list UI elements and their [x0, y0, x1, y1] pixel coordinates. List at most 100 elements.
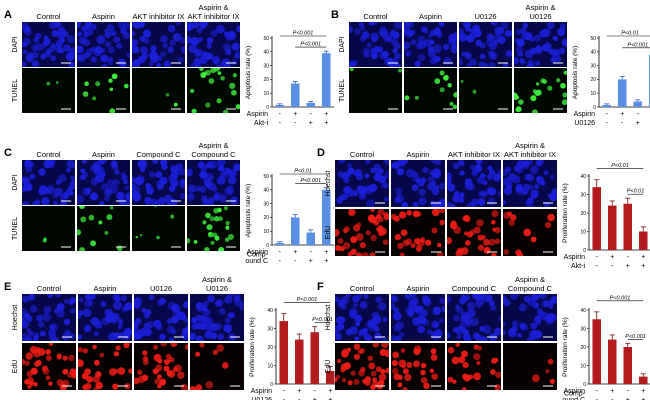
bar-f-4 [638, 376, 648, 384]
treatment-sign: - [627, 254, 630, 261]
micrograph-a-r2-c3 [132, 68, 185, 113]
y-tick-label: 40 [263, 50, 269, 56]
column-title-b-1-line: Control [363, 12, 388, 21]
column-title-f-3: Compound C [452, 284, 497, 293]
column-title-c-2: Aspirin [92, 150, 115, 159]
treatment-sign: - [279, 120, 282, 127]
y-tick-label: 10 [263, 229, 269, 235]
column-title-f-4-line: Aspirin & [515, 275, 545, 284]
treatment-sign: + [328, 388, 332, 395]
column-title-d-1-line: Control [350, 150, 375, 159]
column-title-a-4-line: Aspirin & [198, 3, 228, 12]
bar-d-4 [638, 231, 648, 250]
treatment-label-d-2: Akt-i [571, 263, 585, 270]
bar-a-4 [321, 53, 331, 107]
y-tick-label: 0 [583, 382, 586, 388]
y-axis-label-d: Proliferation rate (%) [562, 183, 569, 243]
y-axis-label-a: Apoptosis rate (%) [245, 46, 252, 99]
row-label-c-tunel: TUNEL [12, 217, 19, 240]
bar-chart-f: Proliferation rate (%) 0 10 20 30 40 P<0.001 P<… [562, 295, 650, 400]
y-axis-label-e: Proliferation rate (%) [249, 317, 256, 377]
micrograph-c-r2-c3 [132, 206, 185, 251]
column-title-f-4-line: Compound C [508, 284, 553, 293]
column-title-b-1: Control [363, 12, 388, 21]
bar-e-3 [310, 332, 320, 384]
bar-f-2 [607, 339, 617, 384]
treatment-label-a-1: Aspirin [247, 111, 269, 118]
treatment-sign: - [596, 397, 599, 400]
treatment-sign: - [298, 397, 301, 400]
bar-b-4 [648, 54, 650, 107]
y-tick-label: 40 [263, 188, 269, 194]
bar-e-2 [294, 339, 304, 384]
bar-e-4 [325, 371, 335, 384]
treatment-label-c-2-line: ound C [245, 258, 268, 265]
treatment-sign: + [641, 254, 645, 261]
bar-b-1 [602, 104, 612, 107]
column-title-e-4-line: U0126 [206, 284, 228, 293]
bar-chart-e: Proliferation rate (%) 0 10 20 30 40 P<0.001 P<… [249, 297, 338, 400]
micrograph-d-r2-c2 [391, 209, 445, 256]
y-tick-label: 30 [590, 63, 596, 69]
micrograph-a-r2-c4 [187, 68, 240, 113]
treatment-sign: + [626, 397, 630, 400]
micrograph-a-r1-c4 [187, 22, 240, 67]
bar-f-3 [623, 347, 633, 384]
significance-label-f-2: P<0.001 [625, 334, 646, 340]
column-title-e-1-line: Control [37, 284, 62, 293]
panel-label-c: C [4, 147, 12, 159]
y-tick-label: 30 [580, 326, 586, 332]
micrograph-b-r2-c4 [514, 68, 567, 113]
treatment-label-f-1-line: Aspirin [564, 388, 586, 395]
bar-c-2 [290, 217, 300, 245]
column-title-b-4-line: Aspirin & [525, 3, 555, 12]
treatment-sign: - [279, 111, 282, 118]
column-title-f-1-line: Control [350, 284, 375, 293]
column-title-e-2: Aspirin [94, 284, 117, 293]
column-title-a-4-line: AKT inhibitor IX [188, 12, 240, 21]
treatment-sign: + [328, 397, 332, 400]
y-tick-label: 50 [263, 36, 269, 42]
treatment-label-a-2-line: Akt-i [254, 120, 268, 127]
treatment-sign: - [310, 249, 313, 256]
significance-label-b-2: P<0.001 [627, 42, 648, 48]
micrograph-b-r1-c2 [404, 22, 457, 67]
micrograph-d-r2-c3 [447, 209, 501, 256]
treatment-label-f-2: Comp-ound C [562, 391, 585, 400]
micrograph-c-r1-c2 [77, 160, 130, 205]
row-label-b-dapi: DAPI [339, 36, 346, 52]
micrograph-b-r2-c3 [459, 68, 512, 113]
micrograph-e-r2-c3 [134, 343, 188, 390]
treatment-label-c-2: Comp-ound C [245, 252, 268, 266]
micrograph-e-r2-c4 [190, 343, 244, 390]
column-title-d-2-line: Aspirin [407, 150, 430, 159]
row-label-f-hoechst: Hoechst [325, 305, 332, 331]
column-title-c-1: Control [36, 150, 61, 159]
y-tick-label: 20 [580, 345, 586, 351]
treatment-sign: + [324, 120, 328, 127]
treatment-sign: - [279, 258, 282, 265]
micrograph-e-r1-c1 [22, 294, 76, 341]
micrograph-a-r1-c1 [22, 22, 75, 67]
micrograph-c-r2-c2 [77, 206, 130, 251]
treatment-sign: - [621, 120, 624, 127]
y-tick-label: 20 [263, 215, 269, 221]
micrograph-f-r2-c1 [335, 343, 389, 390]
micrograph-e-r2-c2 [78, 343, 132, 390]
treatment-sign: - [310, 111, 313, 118]
treatment-sign: + [309, 120, 313, 127]
micrograph-d-r2-c4 [503, 209, 557, 256]
micrograph-e-r2-c1 [22, 343, 76, 390]
micrograph-b-r2-c1 [349, 68, 402, 113]
column-title-c-3: Compound C [136, 150, 181, 159]
y-tick-label: 0 [270, 382, 273, 388]
micrograph-c-r1-c3 [132, 160, 185, 205]
row-label-d-hoechst: Hoechst [325, 171, 332, 197]
treatment-sign: - [283, 388, 286, 395]
column-title-e-3-line: U0126 [150, 284, 172, 293]
column-title-e-2-line: Aspirin [94, 284, 117, 293]
micrograph-f-r1-c1 [335, 294, 389, 341]
treatment-sign: + [641, 388, 645, 395]
significance-label-d-2: P<0.01 [627, 189, 645, 195]
treatment-sign: - [283, 397, 286, 400]
